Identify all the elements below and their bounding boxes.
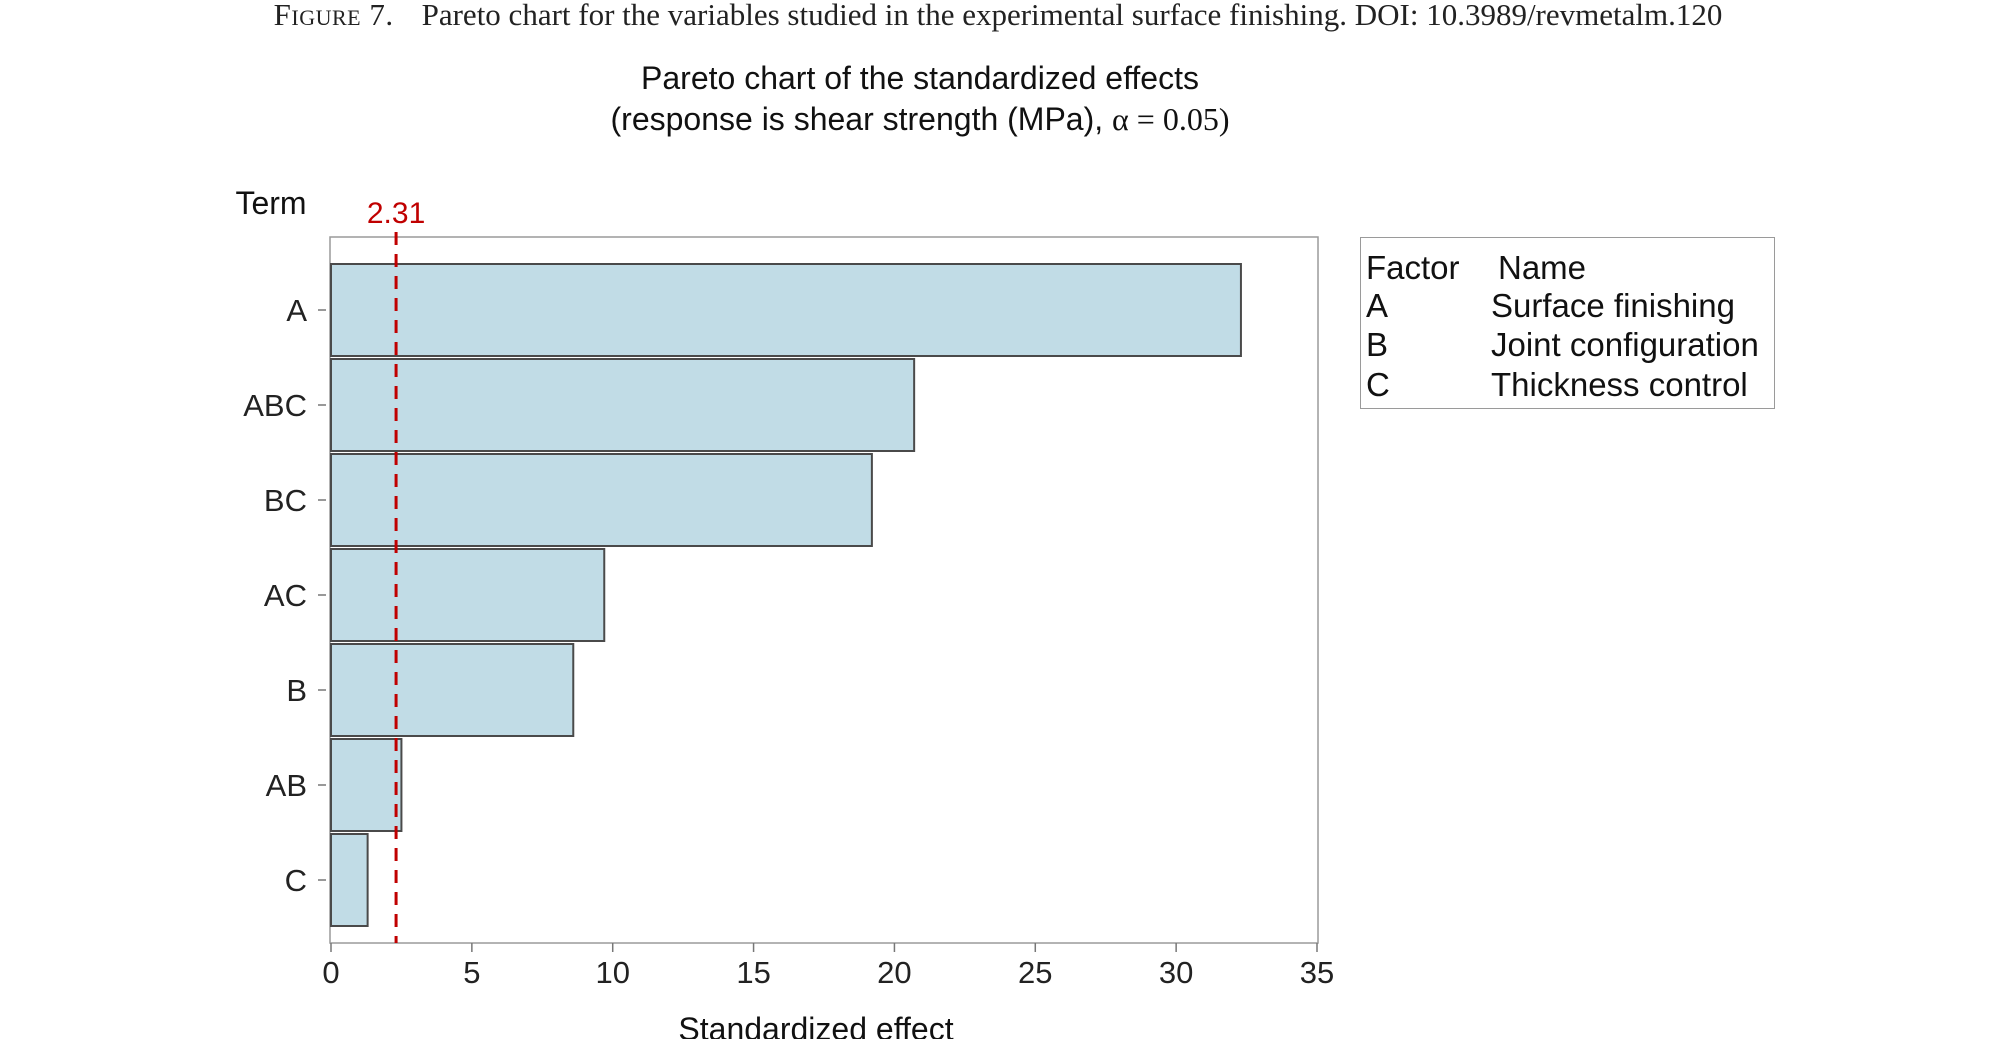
legend-row: A Surface finishing xyxy=(1361,286,1774,325)
legend-factor: A xyxy=(1366,287,1389,324)
legend-factor: B xyxy=(1366,326,1389,363)
bar-a xyxy=(330,263,1242,357)
legend-header-name: Name xyxy=(1498,249,1587,286)
figure-caption-text: Pareto chart for the variables studied i… xyxy=(421,0,1723,32)
bar-c xyxy=(330,833,369,927)
x-axis: 0 5 10 15 20 25 30 35 xyxy=(322,943,1334,990)
y-tick-label: B xyxy=(286,673,307,708)
x-tick-label: 25 xyxy=(1018,955,1052,990)
reference-line-label: 2.31 xyxy=(367,197,425,230)
y-tick-label: AC xyxy=(264,578,307,613)
bar-bc xyxy=(330,453,873,547)
figure-label: Figure 7. xyxy=(273,0,394,32)
legend-header: Factor Name xyxy=(1361,248,1774,287)
legend-header-factor: Factor xyxy=(1366,249,1460,286)
y-tick-label: ABC xyxy=(243,388,307,423)
bar-ab xyxy=(330,738,403,832)
legend-row: C Thickness control xyxy=(1361,365,1774,404)
x-tick-label: 35 xyxy=(1300,955,1334,990)
x-axis-title: Standardized effect xyxy=(678,1011,953,1039)
chart-subtitle-alpha: α = 0.05) xyxy=(1112,101,1230,137)
x-tick-label: 30 xyxy=(1159,955,1193,990)
figure-caption: Figure 7. Pareto chart for the variables … xyxy=(0,0,1996,30)
legend-name: Surface finishing xyxy=(1491,287,1735,324)
y-tick-label: BC xyxy=(264,483,307,518)
factor-legend: Factor Name A Surface finishing B Joint … xyxy=(1360,237,1775,409)
x-tick-label: 10 xyxy=(595,955,629,990)
legend-factor: C xyxy=(1366,366,1390,403)
legend-name: Joint configuration xyxy=(1491,326,1759,363)
legend-row: B Joint configuration xyxy=(1361,325,1774,364)
chart-subtitle: (response is shear strength (MPa), α = 0… xyxy=(430,101,1410,138)
legend-name: Thickness control xyxy=(1491,366,1748,403)
bar-b xyxy=(330,643,575,737)
x-tick-label: 15 xyxy=(736,955,770,990)
x-tick-label: 0 xyxy=(322,955,339,990)
x-tick-label: 5 xyxy=(463,955,480,990)
chart-subtitle-text: (response is shear strength (MPa), xyxy=(610,101,1113,137)
y-axis-title: Term xyxy=(235,185,306,221)
chart-title: Pareto chart of the standardized effects xyxy=(641,60,1199,96)
x-tick-label: 20 xyxy=(877,955,911,990)
bar-ac xyxy=(330,548,606,642)
y-tick-label: C xyxy=(285,863,307,898)
bars-group xyxy=(330,263,1242,927)
y-tick-label: A xyxy=(286,293,307,328)
bar-abc xyxy=(330,358,916,452)
y-tick-label: AB xyxy=(266,768,307,803)
